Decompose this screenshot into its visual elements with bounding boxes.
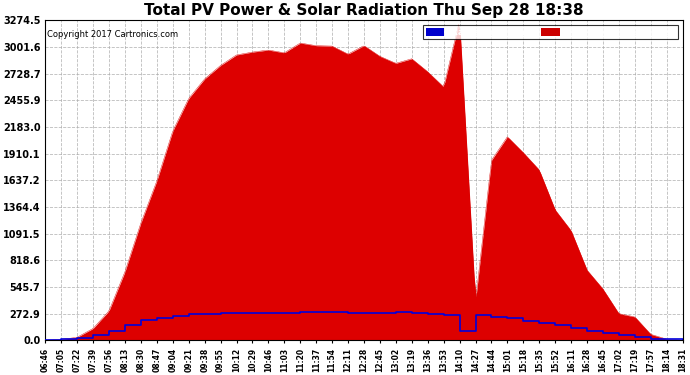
Title: Total PV Power & Solar Radiation Thu Sep 28 18:38: Total PV Power & Solar Radiation Thu Sep… <box>144 3 584 18</box>
Legend: Radiation (w/m2), PV Panels (DC Watts): Radiation (w/m2), PV Panels (DC Watts) <box>424 25 678 39</box>
Text: Copyright 2017 Cartronics.com: Copyright 2017 Cartronics.com <box>46 30 177 39</box>
